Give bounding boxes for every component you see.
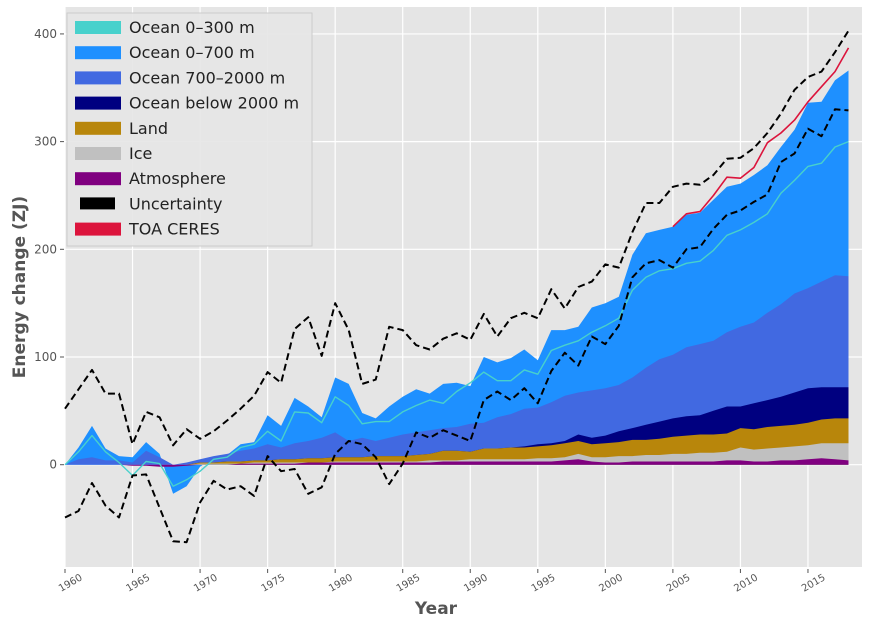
x-tick-label: 1990 — [462, 572, 490, 594]
x-tick-label: 1970 — [192, 572, 220, 594]
legend-swatch-ocean-0-300-m — [75, 21, 121, 34]
line-series — [64, 30, 850, 544]
area-land — [65, 418, 849, 465]
x-tick-label: 1995 — [530, 572, 558, 594]
y-axis-title: Energy change (ZJ) — [10, 196, 30, 378]
legend-label: Land — [129, 119, 168, 138]
legend-swatch-ice — [75, 147, 121, 160]
area-ice — [65, 443, 849, 465]
line-uncertainty-lower — [64, 108, 849, 544]
x-tick-label: 2005 — [665, 572, 693, 594]
x-tick-label: 2010 — [732, 572, 760, 594]
x-tick-label: 2000 — [597, 572, 625, 594]
line-ocean-0-300-m — [64, 140, 849, 487]
area-series — [65, 70, 849, 494]
legend-label: Uncertainty — [129, 194, 222, 213]
x-tick-label: 1980 — [327, 572, 355, 594]
legend-label: Ice — [129, 144, 152, 163]
legend-swatch-ocean-0-700-m — [75, 46, 121, 60]
line-toa-ceres — [672, 47, 850, 228]
y-tick-label: 200 — [34, 242, 57, 256]
y-tick-label: 100 — [34, 350, 57, 364]
legend-swatch-ocean-700-2000-m — [75, 71, 121, 85]
legend-label: Atmosphere — [129, 169, 226, 188]
y-tick-label: 300 — [34, 135, 57, 149]
x-tick-label: 1975 — [260, 572, 288, 594]
area-atmosphere — [65, 458, 849, 467]
legend-swatch-ocean-below-2000-m — [75, 96, 121, 110]
area-ocean-700-2000-m — [65, 275, 849, 465]
y-tick-label: 0 — [49, 458, 57, 472]
legend-swatch-land — [75, 121, 121, 135]
y-tick-label: 400 — [34, 27, 57, 41]
legend-swatch-uncertainty — [80, 197, 115, 210]
x-tick-label: 1985 — [395, 572, 423, 594]
legend-swatch-toa-ceres — [75, 222, 121, 236]
x-tick-label: 2015 — [800, 572, 828, 594]
x-tick-label: 1965 — [125, 572, 153, 594]
legend-label: TOA CERES — [128, 220, 220, 239]
legend-label: Ocean 0–300 m — [129, 18, 255, 37]
y-axis: 0 100 200 300 400 — [34, 27, 64, 472]
legend-label: Ocean 0–700 m — [129, 43, 255, 62]
x-axis: 1960 1965 1970 1975 1980 1985 1990 1995 2000 2005… — [57, 569, 828, 595]
x-axis-title: Year — [414, 599, 458, 618]
legend: Ocean 0–300 m Ocean 0–700 m Ocean 700–2000… — [66, 12, 313, 247]
legend-swatch-atmosphere — [75, 172, 121, 186]
legend-label: Ocean 700–2000 m — [129, 68, 285, 87]
line-uncertainty-upper — [64, 30, 850, 447]
x-tick-label: 1960 — [57, 572, 85, 594]
legend-label: Ocean below 2000 m — [129, 94, 299, 113]
